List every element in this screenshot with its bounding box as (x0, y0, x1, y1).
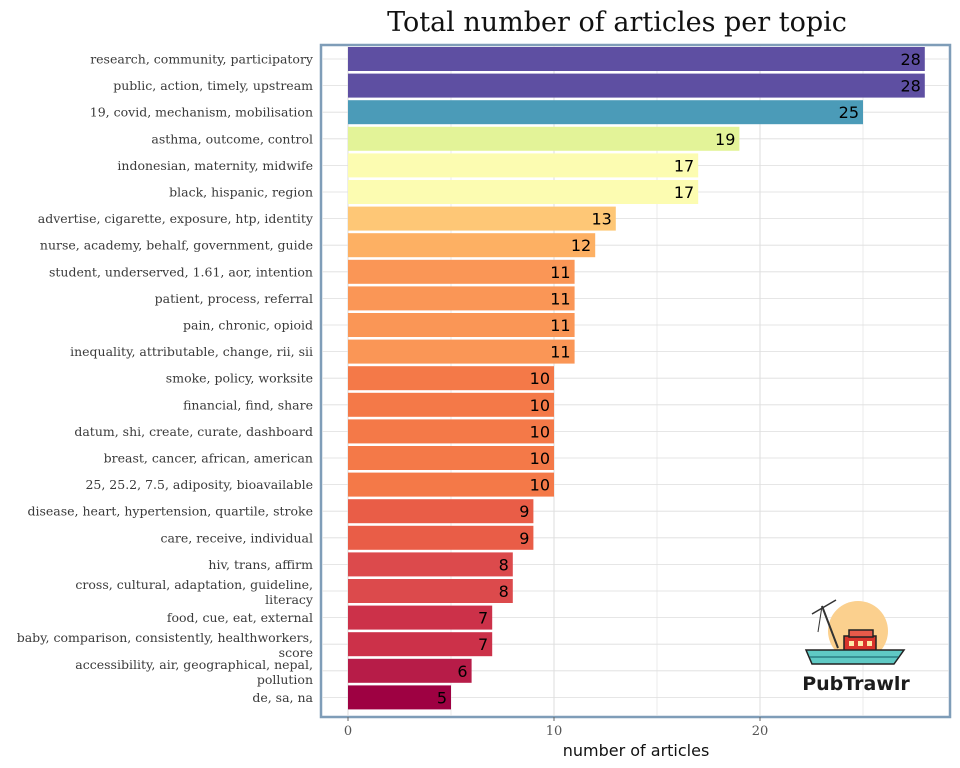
x-axis-ticks: 0 10 20 (344, 717, 768, 739)
bar-value-label: 9 (519, 502, 529, 521)
category-label: inequality, attributable, change, rii, s… (70, 344, 313, 359)
bar-value-label: 7 (478, 635, 488, 654)
bar-value-label: 9 (519, 529, 529, 548)
bar-value-label: 11 (550, 343, 570, 362)
bar (348, 446, 554, 470)
bar-value-label: 6 (457, 662, 467, 681)
category-label: 19, covid, mechanism, mobilisation (90, 105, 313, 120)
value-labels: 2828251917171312111111111010101010998877… (437, 50, 921, 707)
bar (348, 286, 575, 311)
bar-value-label: 7 (478, 609, 488, 628)
bar (348, 153, 699, 178)
x-tick-label: 20 (752, 724, 769, 739)
bar-value-label: 11 (550, 289, 570, 308)
bar (348, 47, 925, 71)
category-label: smoke, policy, worksite (166, 371, 313, 386)
bar-value-label: 25 (839, 103, 859, 122)
bar (348, 313, 575, 337)
category-label: 25, 25.2, 7.5, adiposity, bioavailable (85, 477, 313, 492)
bar-value-label: 8 (499, 555, 509, 574)
bar (348, 579, 513, 603)
x-tick-label: 0 (344, 724, 352, 739)
category-label: indonesian, maternity, midwife (117, 158, 313, 173)
bar-value-label: 28 (900, 77, 920, 96)
bar-value-label: 12 (571, 236, 591, 255)
bar (348, 392, 554, 417)
bar-value-label: 10 (530, 369, 550, 388)
x-tick-label: 10 (546, 724, 563, 739)
bar-value-label: 17 (674, 183, 694, 202)
category-label: food, cue, eat, external (167, 610, 313, 625)
bar (348, 233, 596, 258)
bar (348, 126, 740, 151)
fishing-boat-icon (804, 599, 906, 665)
logo: PubTrawlr (802, 599, 910, 695)
bar (348, 632, 493, 657)
bar-value-label: 10 (530, 422, 550, 441)
category-label: de, sa, na (252, 690, 313, 705)
category-label: asthma, outcome, control (151, 131, 313, 146)
category-label: hiv, trans, affirm (208, 557, 313, 572)
bar-value-label: 5 (437, 688, 447, 707)
bar-value-label: 19 (715, 130, 735, 149)
bar-value-label: 10 (530, 449, 550, 468)
category-label: nurse, academy, behalf, government, guid… (40, 238, 313, 253)
category-label: disease, heart, hypertension, quartile, … (27, 504, 313, 519)
bar (348, 525, 534, 550)
category-label: care, receive, individual (160, 530, 313, 545)
category-label: patient, process, referral (155, 291, 313, 306)
bar-value-label: 28 (900, 50, 920, 69)
bar (348, 685, 451, 710)
bar (348, 100, 863, 125)
category-label: research, community, participatory (90, 52, 314, 67)
bar (348, 180, 699, 204)
bar-value-label: 11 (550, 263, 570, 282)
bar (348, 658, 472, 683)
category-label: student, underserved, 1.61, aor, intenti… (49, 264, 313, 279)
category-label: black, hispanic, region (169, 185, 313, 200)
category-label: baby, comparison, consistently, healthwo… (17, 630, 313, 660)
bar (348, 499, 534, 524)
category-label: accessibility, air, geographical, nepal,… (75, 657, 313, 687)
category-label: breast, cancer, african, american (104, 451, 313, 466)
bar (348, 605, 493, 630)
x-axis-title: number of articles (563, 741, 710, 760)
bars (348, 47, 925, 710)
bar (348, 73, 925, 98)
bar (348, 339, 575, 364)
bar-value-label: 13 (591, 210, 611, 229)
bar-value-label: 17 (674, 156, 694, 175)
bar (348, 259, 575, 284)
bar-value-label: 8 (499, 582, 509, 601)
bar (348, 419, 554, 444)
category-label: cross, cultural, adaptation, guideline, l… (75, 577, 314, 607)
bar (348, 206, 616, 231)
bar (348, 552, 513, 577)
bar-value-label: 10 (530, 396, 550, 415)
bar-value-label: 10 (530, 476, 550, 495)
category-label: pain, chronic, opioid (183, 318, 313, 333)
category-label: datum, shi, create, curate, dashboard (74, 424, 313, 439)
category-labels: research, community, participatory public… (17, 52, 314, 705)
chart-title: Total number of articles per topic (387, 7, 847, 38)
bar (348, 366, 554, 391)
category-label: financial, find, share (183, 397, 313, 412)
category-label: advertise, cigarette, exposure, htp, ide… (38, 211, 314, 226)
category-label: public, action, timely, upstream (113, 78, 313, 93)
bar (348, 472, 554, 497)
bar-value-label: 11 (550, 316, 570, 335)
logo-text: PubTrawlr (802, 673, 910, 695)
